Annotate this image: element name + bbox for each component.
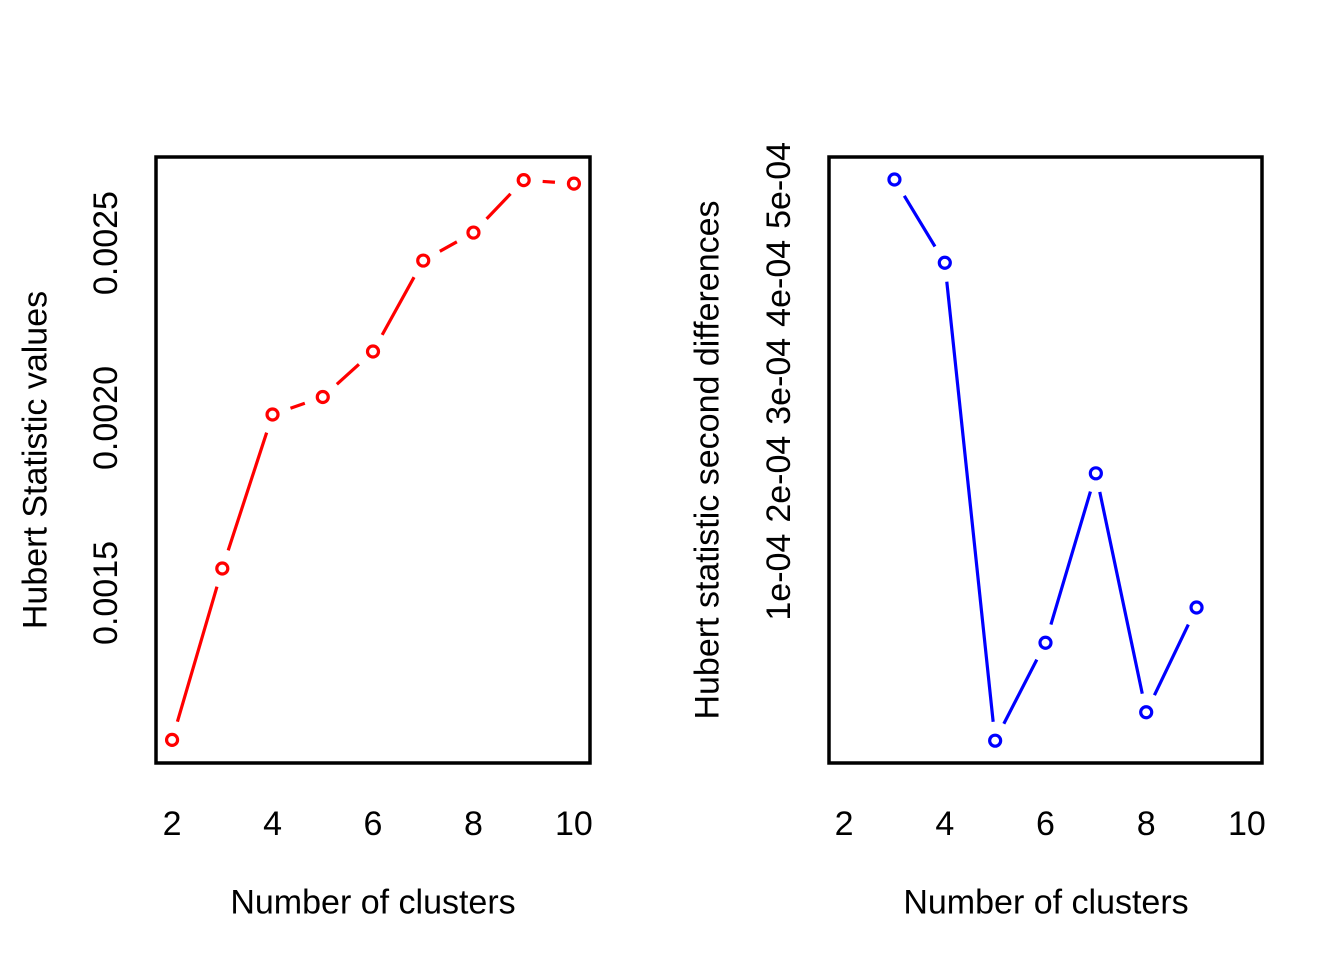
y-tick-label-hubert-statistic-values: 0.0015: [87, 541, 125, 645]
x-tick-label-hubert-statistic-values: 4: [263, 805, 282, 843]
y-tick-label-hubert-statistic-second-differences: 1e-04: [760, 534, 798, 621]
x-tick-label-hubert-statistic-values: 8: [464, 805, 483, 843]
series-segment-hubert-statistic-values: [439, 240, 458, 253]
series-segment-hubert-statistic-second-differences: [1098, 491, 1144, 695]
series-segment-hubert-statistic-values: [542, 179, 556, 184]
series-segment-hubert-statistic-values: [485, 192, 512, 220]
series-segment-hubert-statistic-values: [226, 432, 269, 551]
series-segment-hubert-statistic-second-differences: [1002, 658, 1039, 725]
data-point-hubert-statistic-values-k7: [416, 253, 431, 268]
series-segment-hubert-statistic-second-differences: [945, 281, 995, 722]
data-point-hubert-statistic-values-k2: [164, 732, 180, 748]
series-segment-hubert-statistic-values: [335, 363, 360, 386]
data-point-hubert-statistic-second-differences-k9: [1189, 600, 1204, 615]
y-tick-label-hubert-statistic-second-differences: 2e-04: [760, 436, 798, 523]
x-tick-label-hubert-statistic-second-differences: 10: [1228, 805, 1266, 843]
data-point-hubert-statistic-second-differences-k4: [937, 255, 952, 270]
y-tick-label-hubert-statistic-values: 0.0025: [87, 191, 125, 295]
data-point-hubert-statistic-values-k10: [566, 176, 582, 191]
data-point-hubert-statistic-values-k8: [466, 225, 481, 240]
data-point-hubert-statistic-values-k5: [315, 389, 330, 405]
x-tick-label-hubert-statistic-second-differences: 4: [935, 805, 954, 843]
series-segment-hubert-statistic-values: [380, 276, 416, 336]
data-point-hubert-statistic-second-differences-k3: [887, 172, 902, 187]
x-tick-label-hubert-statistic-second-differences: 2: [835, 805, 854, 843]
data-point-hubert-statistic-values-k3: [215, 561, 230, 576]
plot-box-hubert-statistic-values: [154, 155, 592, 765]
y-tick-label-hubert-statistic-values: 0.0020: [87, 366, 125, 470]
x-axis-title-left-panel: Number of clusters: [230, 883, 516, 922]
data-point-hubert-statistic-values-k9: [516, 172, 531, 188]
x-tick-label-hubert-statistic-values: 6: [364, 805, 383, 843]
series-segment-hubert-statistic-values: [175, 586, 219, 723]
data-point-hubert-statistic-values-k6: [365, 344, 381, 359]
series-segment-hubert-statistic-second-differences: [902, 194, 937, 248]
series-segment-hubert-statistic-values: [289, 401, 306, 410]
y-tick-label-hubert-statistic-second-differences: 5e-04: [760, 142, 798, 229]
x-tick-label-hubert-statistic-second-differences: 6: [1036, 805, 1055, 843]
y-tick-label-hubert-statistic-second-differences: 4e-04: [760, 240, 798, 327]
y-tick-label-hubert-statistic-second-differences: 3e-04: [760, 338, 798, 425]
data-point-hubert-statistic-values-k4: [265, 407, 280, 422]
y-axis-title-left-panel: Hubert Statistic values: [16, 290, 55, 630]
series-segment-hubert-statistic-second-differences: [1049, 491, 1092, 625]
x-tick-label-hubert-statistic-second-differences: 8: [1137, 805, 1156, 843]
data-point-hubert-statistic-second-differences-k5: [988, 733, 1003, 748]
series-segment-hubert-statistic-second-differences: [1152, 623, 1190, 696]
y-axis-title-right-panel: Hubert statistic second differences: [688, 200, 727, 720]
x-axis-title-right-panel: Number of clusters: [903, 883, 1189, 922]
plot-box-hubert-statistic-second-differences: [827, 155, 1264, 765]
data-point-hubert-statistic-second-differences-k7: [1088, 466, 1103, 481]
x-tick-label-hubert-statistic-values: 2: [163, 805, 182, 843]
data-point-hubert-statistic-second-differences-k8: [1139, 705, 1154, 720]
data-point-hubert-statistic-second-differences-k6: [1038, 635, 1053, 650]
x-tick-label-hubert-statistic-values: 10: [555, 805, 593, 843]
